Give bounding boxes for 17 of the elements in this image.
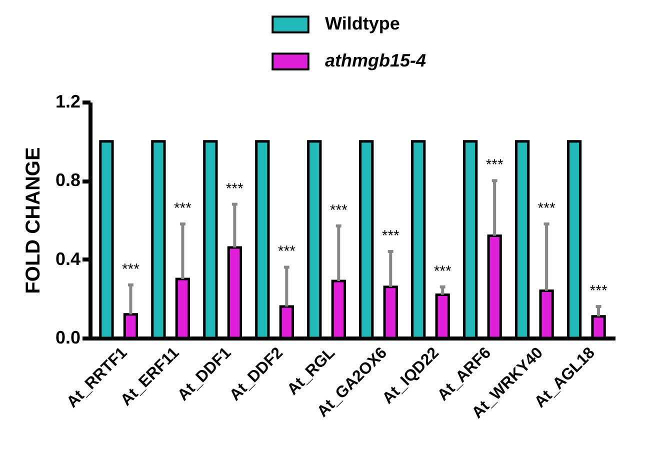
annotation: ***: [330, 202, 348, 219]
annotation: ***: [486, 156, 504, 174]
legend-label: Wildtype: [325, 14, 400, 34]
annotation: ***: [434, 262, 452, 280]
annotation: ***: [538, 200, 556, 217]
y-tick-label: 1.2: [55, 92, 80, 112]
y-tick-label: 0.8: [55, 170, 80, 190]
annotation: ***: [174, 200, 192, 217]
annotation: ***: [278, 243, 296, 260]
annotation: ***: [226, 180, 244, 198]
y-tick-label: 0.4: [55, 248, 80, 269]
y-axis-title: FOLD CHANGE: [22, 147, 44, 294]
annotation: ***: [590, 282, 608, 300]
y-tick-label: 0.0: [55, 328, 80, 348]
annotation: ***: [382, 227, 400, 244]
annotation: ***: [122, 260, 140, 278]
legend-label: athmgb15-4: [325, 50, 426, 70]
